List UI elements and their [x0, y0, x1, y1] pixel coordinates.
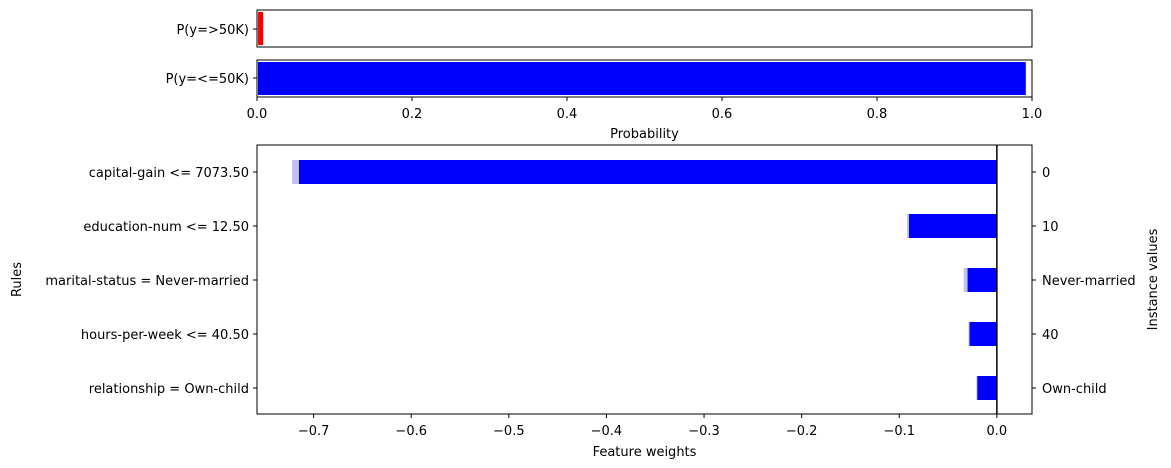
weights-xlabel: Feature weights: [593, 445, 697, 460]
rule-label: capital-gain <= 7073.50: [89, 166, 249, 181]
prob-xtick-label: 0.6: [712, 107, 733, 122]
rule-label: hours-per-week <= 40.50: [81, 328, 249, 343]
instance-value-label: 0: [1042, 166, 1050, 181]
prob-bar: [258, 62, 1026, 95]
prob-category-label: P(y=<=50K): [166, 72, 249, 87]
weight-bar: [909, 214, 997, 238]
prob-xtick-label: 1.0: [1022, 107, 1043, 122]
weight-xtick-label: −0.3: [688, 424, 720, 439]
weight-bar: [969, 322, 997, 346]
instance-value-label: 10: [1042, 220, 1059, 235]
prob-category-label: P(y=>50K): [176, 23, 249, 38]
prob-panel-frame: [256, 9, 1033, 48]
weight-xtick-label: −0.4: [591, 424, 623, 439]
instance-value-label: Never-married: [1042, 274, 1136, 289]
prob-xtick-label: 0.4: [557, 107, 578, 122]
instance-value-label: Own-child: [1042, 382, 1107, 397]
rule-label: education-num <= 12.50: [83, 220, 249, 235]
weight-xtick-label: 0.0: [987, 424, 1008, 439]
weight-xtick-label: −0.7: [298, 424, 330, 439]
weight-xtick-label: −0.2: [786, 424, 818, 439]
instance-values-ylabel: Instance values: [1146, 228, 1161, 330]
prob-xtick-label: 0.0: [247, 107, 268, 122]
weight-xtick-label: −0.1: [883, 424, 915, 439]
weight-xtick-label: −0.5: [493, 424, 525, 439]
weight-xtick-label: −0.6: [395, 424, 427, 439]
rule-label: relationship = Own-child: [89, 382, 249, 397]
rules-ylabel: Rules: [10, 262, 25, 297]
weight-bar: [298, 160, 997, 184]
prob-xtick-label: 0.8: [867, 107, 888, 122]
prob-xtick-label: 0.2: [402, 107, 423, 122]
weights-frame: [256, 144, 1033, 415]
instance-value-label: 40: [1042, 328, 1059, 343]
rule-label: marital-status = Never-married: [45, 274, 249, 289]
prob-bar: [258, 12, 264, 45]
weight-bar: [977, 376, 997, 400]
prob-xlabel: Probability: [610, 127, 679, 142]
weight-bar: [967, 268, 997, 292]
